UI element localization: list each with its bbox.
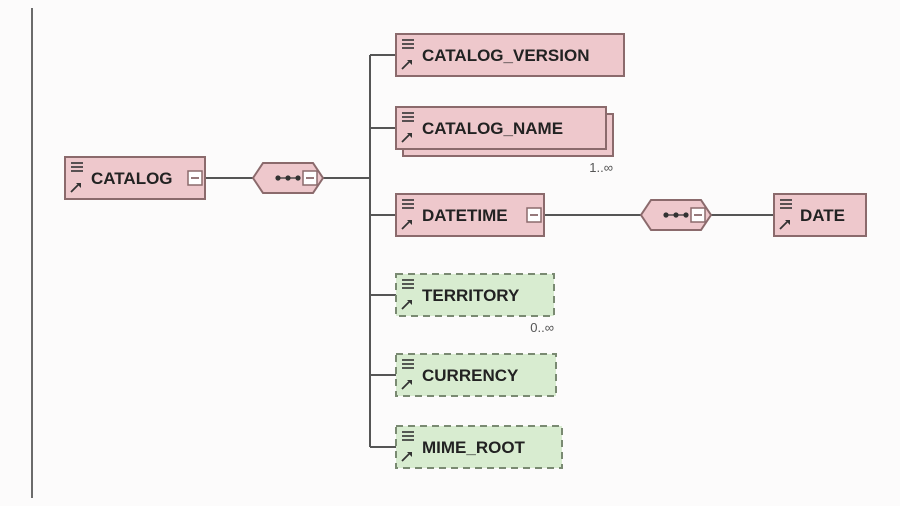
label-territory: TERRITORY (422, 286, 520, 305)
label-catalog_name: CATALOG_NAME (422, 119, 563, 138)
node-mime_root: MIME_ROOT (396, 426, 562, 468)
label-catalog_version: CATALOG_VERSION (422, 46, 590, 65)
card-catalog_name: 1..∞ (589, 160, 613, 175)
sequence-main (253, 163, 323, 193)
node-currency: CURRENCY (396, 354, 556, 396)
label-mime_root: MIME_ROOT (422, 438, 526, 457)
sequence-dt (641, 200, 711, 230)
node-datetime: DATETIME (396, 194, 544, 236)
label-datetime: DATETIME (422, 206, 508, 225)
xsd-diagram: CATALOG CATALOG_VERSION CATALOG_NAME 1..∞ DA… (0, 0, 900, 506)
label-catalog: CATALOG (91, 169, 173, 188)
node-date: DATE (774, 194, 866, 236)
card-territory: 0..∞ (530, 320, 554, 335)
node-catalog: CATALOG (65, 157, 205, 199)
label-currency: CURRENCY (422, 366, 519, 385)
label-date: DATE (800, 206, 845, 225)
node-catalog_version: CATALOG_VERSION (396, 34, 624, 76)
